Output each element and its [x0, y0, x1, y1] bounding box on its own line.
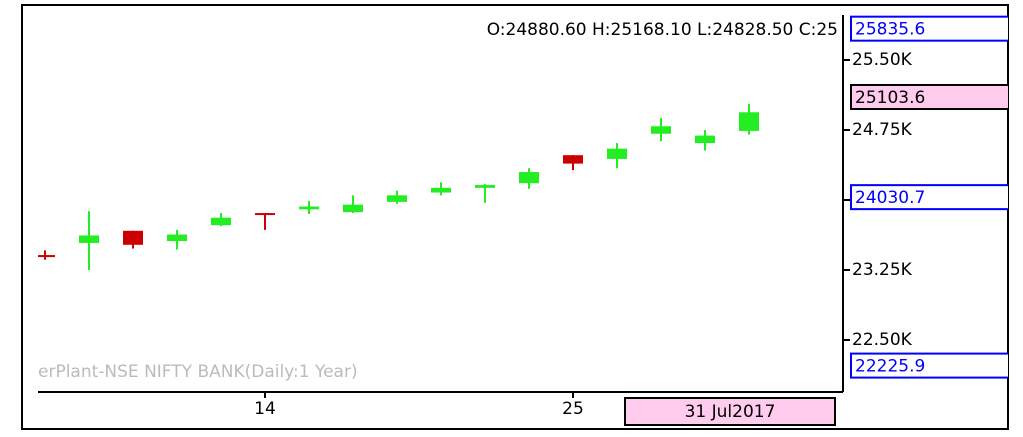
candle-body — [123, 230, 143, 245]
y-tick-label: 25.50K — [852, 50, 913, 70]
price-marker-box — [850, 352, 1008, 379]
y-tick-label: 22.50K — [852, 330, 913, 350]
price-marker-label: 22225.9 — [855, 357, 925, 377]
price-marker-label: 25835.6 — [855, 20, 925, 40]
candle-body — [211, 217, 231, 226]
candle-body — [475, 185, 495, 188]
candle-body — [343, 204, 363, 213]
x-tick-label: 14 — [254, 399, 276, 419]
ohlc-header: O:24880.60 H:25168.10 L:24828.50 C:25 — [487, 20, 838, 40]
price-marker-box — [850, 15, 1008, 42]
candle-body — [431, 187, 451, 193]
candle-body — [695, 135, 715, 144]
price-marker-label: 25103.6 — [855, 88, 925, 108]
candle-body — [79, 235, 99, 243]
plot: O:24880.60 H:25168.10 L:24828.50 C:25 er… — [38, 20, 838, 382]
candle-body — [519, 171, 539, 184]
price-marker-label: 24030.7 — [855, 188, 925, 208]
candle-body — [563, 155, 583, 164]
cursor-date: 31 Jul2017 — [685, 402, 776, 422]
watermark: erPlant-NSE NIFTY BANK(Daily:1 Year) — [38, 362, 358, 382]
candle-body — [38, 255, 55, 258]
y-tick-label: 23.25K — [852, 260, 913, 280]
y-tick-label: 24.75K — [852, 120, 913, 140]
candle-body — [607, 148, 627, 159]
price-marker-box — [850, 184, 1008, 211]
candle-body — [167, 234, 187, 242]
price-markers: 25835.6 25103.6 24030.7 22225.9 — [850, 15, 1008, 379]
candle-body — [651, 126, 671, 134]
candle-body — [387, 195, 407, 202]
candle-body — [255, 213, 275, 216]
candle-body — [299, 206, 319, 210]
x-tick-label: 25 — [562, 399, 584, 419]
candle-body — [739, 112, 759, 131]
price-marker-box — [850, 83, 1008, 110]
cursor-date-box — [624, 397, 836, 426]
